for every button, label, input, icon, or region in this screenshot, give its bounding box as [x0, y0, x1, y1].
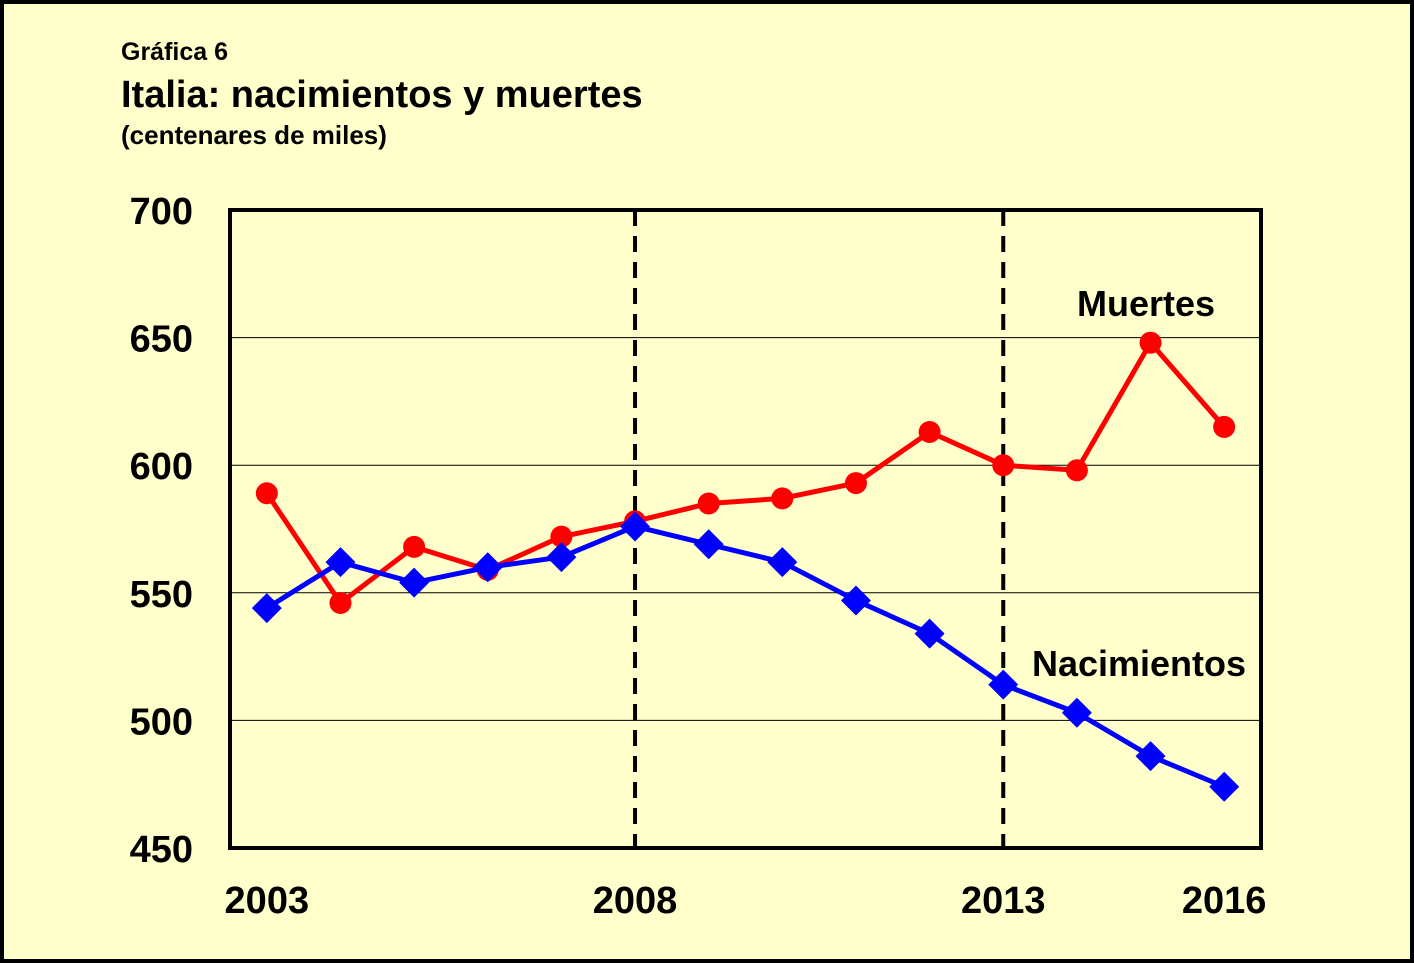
data-point: [767, 547, 798, 578]
chart-number: Gráfica 6: [121, 38, 229, 66]
x-tick-label: 2003: [225, 880, 310, 922]
data-point: [1061, 697, 1092, 728]
reference-lines: [633, 210, 1006, 848]
data-point: [693, 529, 724, 560]
data-point: [620, 511, 651, 542]
data-point: [992, 454, 1015, 477]
series-line: [264, 340, 1227, 606]
data-point: [914, 618, 945, 649]
data-point: [697, 492, 720, 515]
y-tick-label: 550: [130, 574, 193, 616]
y-tick-label: 650: [130, 319, 193, 361]
y-tick-label: 700: [130, 191, 193, 233]
y-tick-label: 500: [130, 701, 193, 743]
series-label: Muertes: [1077, 283, 1215, 324]
chart-subtitle: (centenares de miles): [121, 120, 387, 150]
data-point: [472, 552, 503, 583]
data-point: [771, 487, 794, 510]
data-point: [1135, 741, 1166, 772]
data-point: [988, 669, 1019, 700]
data-point: [255, 482, 278, 505]
data-point: [1139, 331, 1162, 354]
data-point: [1065, 459, 1088, 482]
data-point: [550, 525, 573, 548]
data-point: [1209, 771, 1240, 802]
y-tick-label: 450: [130, 829, 193, 871]
data-point: [251, 593, 282, 624]
x-tick-label: 2008: [593, 880, 678, 922]
plot-area-frame: [228, 208, 1263, 850]
data-point: [329, 592, 352, 615]
data-point: [399, 567, 430, 598]
data-point: [403, 535, 426, 558]
data-point: [840, 585, 871, 616]
chart-title: Italia: nacimientos y muertes: [121, 74, 643, 116]
series-label: Nacimientos: [1032, 643, 1246, 684]
y-tick-label: 600: [130, 446, 193, 488]
data-point: [1213, 415, 1236, 438]
x-tick-label: 2013: [961, 880, 1046, 922]
data-point: [546, 542, 577, 573]
data-point: [844, 472, 867, 495]
data-point: [918, 421, 941, 444]
axis-layer: 450 500 550 600 650 700 2003 2008 2013 2016: [130, 191, 1267, 922]
x-tick-label: 2016: [1182, 880, 1267, 922]
series-layer: Muertes Nacimientos: [251, 283, 1246, 802]
grid-layer: [230, 337, 1261, 721]
data-point: [325, 547, 356, 578]
